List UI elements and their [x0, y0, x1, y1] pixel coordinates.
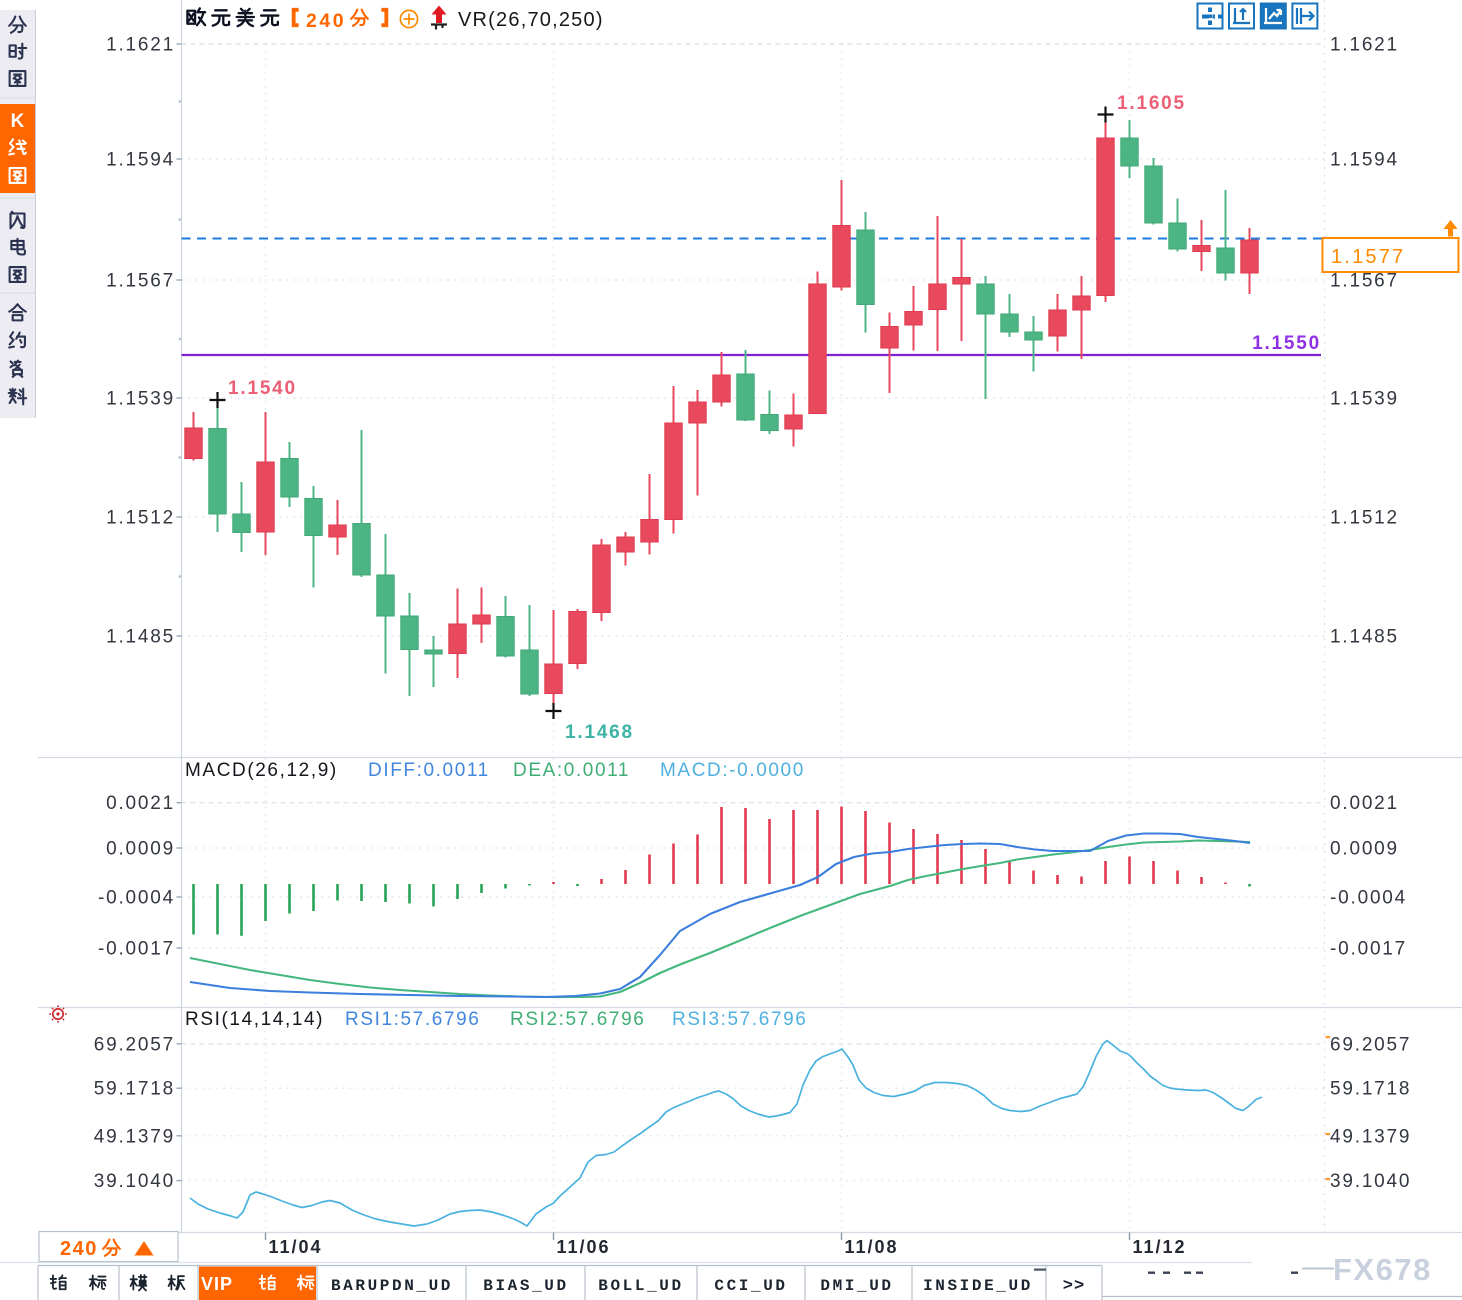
- svg-text:11/08: 11/08: [845, 1237, 899, 1257]
- svg-text:11/06: 11/06: [557, 1237, 611, 1257]
- svg-text:49.1379: 49.1379: [1330, 1126, 1411, 1147]
- svg-text:VIP: VIP: [201, 1274, 233, 1294]
- svg-text:1.1512: 1.1512: [106, 508, 175, 529]
- svg-text:1.1567: 1.1567: [1330, 271, 1399, 292]
- svg-text:DIFF:0.0011: DIFF:0.0011: [368, 760, 490, 781]
- svg-text:1.1621: 1.1621: [1330, 35, 1399, 56]
- svg-text:0.0009: 0.0009: [1330, 839, 1399, 860]
- svg-text:1.1594: 1.1594: [106, 150, 175, 171]
- svg-text:59.1718: 59.1718: [94, 1079, 175, 1100]
- svg-text:RSI2:57.6796: RSI2:57.6796: [510, 1009, 645, 1030]
- svg-text:1.1621: 1.1621: [106, 35, 175, 56]
- svg-text:39.1040: 39.1040: [94, 1171, 175, 1192]
- svg-text:1.1594: 1.1594: [1330, 150, 1399, 171]
- svg-text:>>: >>: [1063, 1277, 1085, 1296]
- svg-text:69.2057: 69.2057: [1330, 1034, 1411, 1055]
- svg-text:MACD:-0.0000: MACD:-0.0000: [660, 760, 805, 781]
- svg-text:240: 240: [306, 10, 346, 32]
- svg-text:K: K: [11, 111, 25, 132]
- svg-text:1.1485: 1.1485: [106, 627, 175, 648]
- svg-text:240: 240: [60, 1238, 98, 1260]
- svg-text:11/04: 11/04: [269, 1237, 323, 1257]
- svg-text:49.1379: 49.1379: [94, 1126, 175, 1147]
- svg-text:69.2057: 69.2057: [94, 1034, 175, 1055]
- svg-text:-0.0004: -0.0004: [1330, 888, 1407, 909]
- svg-text:VR(26,70,250): VR(26,70,250): [458, 9, 604, 31]
- svg-text:39.1040: 39.1040: [1330, 1171, 1411, 1192]
- svg-text:1.1577: 1.1577: [1331, 246, 1405, 268]
- svg-text:-0.0017: -0.0017: [98, 939, 175, 960]
- svg-text:INSIDE_UD: INSIDE_UD: [923, 1277, 1033, 1295]
- svg-text:CCI_UD: CCI_UD: [714, 1277, 787, 1295]
- svg-text:1.1540: 1.1540: [228, 378, 297, 399]
- svg-text:DEA:0.0011: DEA:0.0011: [513, 760, 630, 781]
- svg-text:59.1718: 59.1718: [1330, 1079, 1411, 1100]
- svg-text:RSI(14,14,14): RSI(14,14,14): [185, 1009, 324, 1030]
- svg-text:BARUPDN_UD: BARUPDN_UD: [331, 1277, 453, 1295]
- svg-text:BIAS_UD: BIAS_UD: [483, 1277, 568, 1295]
- svg-text:FX678: FX678: [1333, 1252, 1432, 1287]
- svg-text:1.1468: 1.1468: [565, 722, 634, 743]
- svg-text:0.0009: 0.0009: [106, 839, 175, 860]
- svg-text:BOLL_UD: BOLL_UD: [598, 1277, 683, 1295]
- svg-text:0.0021: 0.0021: [106, 793, 175, 814]
- svg-text:-0.0017: -0.0017: [1330, 939, 1407, 960]
- svg-text:1.1539: 1.1539: [1330, 389, 1399, 410]
- svg-text:11/12: 11/12: [1133, 1237, 1187, 1257]
- svg-text:1.1605: 1.1605: [1117, 93, 1186, 114]
- svg-text:DMI_UD: DMI_UD: [820, 1277, 893, 1295]
- svg-text:-0.0004: -0.0004: [98, 888, 175, 909]
- svg-text:1.1550: 1.1550: [1252, 333, 1321, 354]
- svg-text:0.0021: 0.0021: [1330, 793, 1399, 814]
- svg-text:1.1567: 1.1567: [106, 271, 175, 292]
- svg-text:1.1485: 1.1485: [1330, 627, 1399, 648]
- svg-text:RSI3:57.6796: RSI3:57.6796: [672, 1009, 807, 1030]
- svg-text:MACD(26,12,9): MACD(26,12,9): [185, 760, 338, 781]
- svg-text:RSI1:57.6796: RSI1:57.6796: [345, 1009, 480, 1030]
- svg-text:1.1539: 1.1539: [106, 389, 175, 410]
- svg-text:1.1512: 1.1512: [1330, 508, 1399, 529]
